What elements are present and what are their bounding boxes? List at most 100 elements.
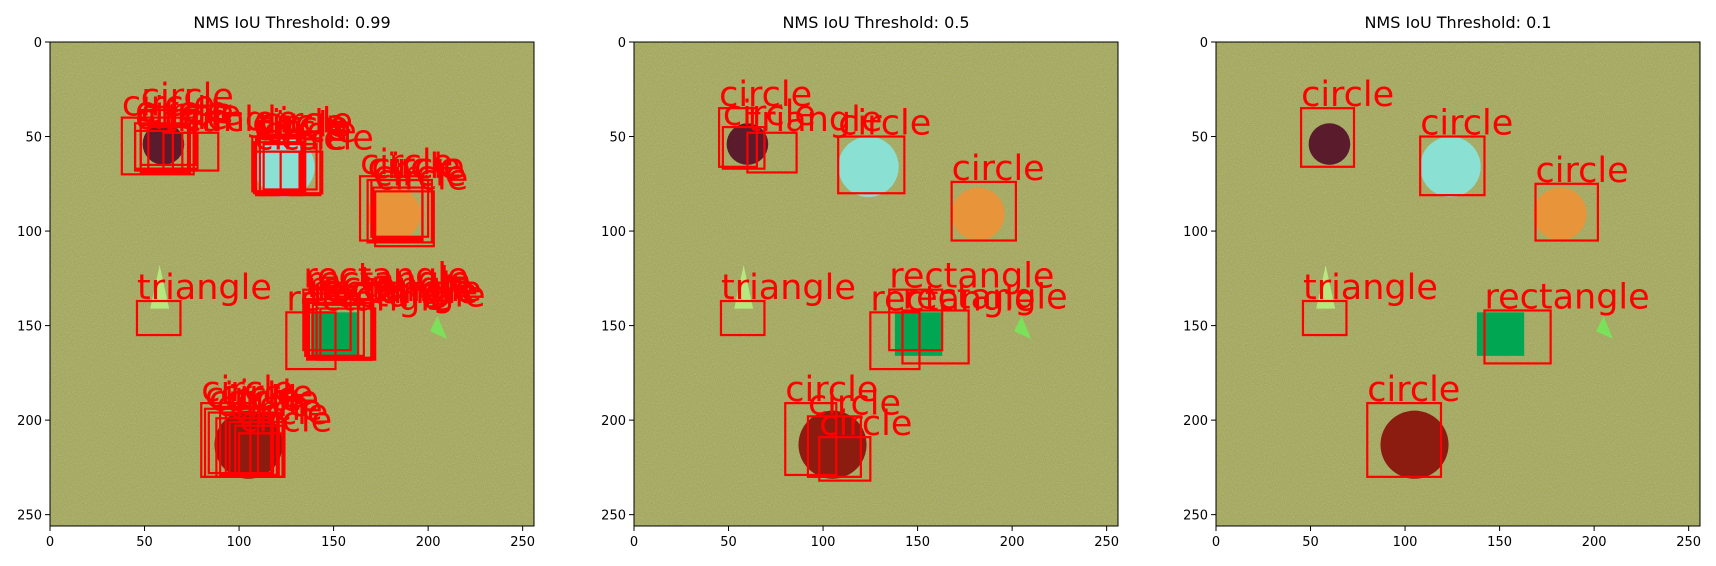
detection-label: circle	[239, 400, 332, 440]
detection-label: circle	[281, 119, 374, 159]
detection-box	[139, 108, 197, 166]
detection-label: circle	[256, 105, 349, 145]
detection-label: rectangle	[303, 257, 468, 297]
triangle-shape	[1596, 316, 1614, 339]
detection-label: circle	[216, 385, 309, 425]
triangle-shape	[430, 316, 448, 339]
x-tick-label: 0	[46, 535, 54, 550]
image-background	[634, 42, 1118, 526]
x-tick-label: 0	[1212, 535, 1220, 550]
y-tick-label: 200	[601, 414, 626, 429]
detection-label: circle	[201, 370, 294, 410]
y-tick-label: 150	[601, 320, 626, 335]
detection-label: rectangle	[313, 272, 478, 312]
x-tick-label: 100	[227, 535, 252, 550]
detection-box	[219, 405, 278, 477]
x-tick-label: 100	[811, 535, 836, 550]
x-tick-label: 0	[630, 535, 638, 550]
detection-box	[374, 190, 435, 248]
y-tick-label: 0	[618, 36, 626, 51]
y-tick-label: 100	[601, 225, 626, 240]
y-tick-label: 100	[1183, 225, 1208, 240]
y-tick-label: 50	[1191, 131, 1208, 146]
detection-box	[311, 303, 365, 357]
detection-label: circle	[264, 111, 357, 151]
detection-box	[181, 131, 220, 172]
detection-label: circle	[719, 75, 812, 115]
x-tick-label: 100	[1393, 535, 1418, 550]
panel-title: NMS IoU Threshold: 0.99	[193, 13, 390, 32]
detection-label: circle	[252, 104, 345, 144]
panel-title: NMS IoU Threshold: 0.1	[1364, 13, 1551, 32]
detection-label: circle	[373, 155, 466, 195]
detection-label: circle	[230, 389, 323, 429]
detection-box	[901, 309, 970, 365]
detection-box	[285, 311, 337, 371]
y-tick-label: 250	[601, 509, 626, 524]
detection-label: rectangle	[1484, 277, 1649, 317]
image-background	[1216, 42, 1700, 526]
triangle-shape	[150, 265, 170, 309]
detection-label: circle	[141, 77, 234, 117]
image-area: circlecirclecirclecirclecirclecircletria…	[50, 42, 534, 526]
x-tick-label: 200	[1000, 535, 1025, 550]
detection-box	[162, 131, 199, 170]
x-tick-label: 50	[720, 535, 737, 550]
detection-label: rectangle	[902, 277, 1067, 317]
detection-label: rectangle	[870, 279, 1035, 319]
x-tick-label: 250	[1676, 535, 1701, 550]
detection-label: triangle	[1303, 268, 1438, 308]
detection-box	[950, 180, 1018, 242]
axes-frame	[49, 41, 535, 527]
detection-label: circle	[1420, 104, 1513, 144]
x-tick-label: 250	[510, 535, 535, 550]
y-tick-label: 100	[17, 225, 42, 240]
detection-box	[837, 135, 906, 195]
x-tick-label: 250	[1094, 535, 1119, 550]
panel-title: NMS IoU Threshold: 0.5	[782, 13, 969, 32]
detection-label: circle	[360, 143, 453, 183]
detection-box	[721, 125, 766, 170]
detection-label: rectangle	[307, 266, 472, 306]
detection-label: circle	[371, 147, 464, 187]
detection-label: circle	[819, 404, 912, 444]
panel-1: NMS IoU Threshold: 0.99circlecirclecircl…	[17, 13, 535, 550]
circle-shape	[1533, 187, 1587, 241]
detection-label: triangle	[721, 268, 856, 308]
detection-label: circle	[952, 149, 1045, 189]
y-tick-label: 0	[1200, 36, 1208, 51]
axes-frame	[633, 41, 1119, 527]
triangle-shape	[1014, 316, 1032, 339]
x-tick-label: 150	[1487, 535, 1512, 550]
detection-label: circle	[1367, 370, 1460, 410]
y-tick-label: 150	[1183, 320, 1208, 335]
detection-label: circle	[182, 100, 275, 140]
detection-label: rectangle	[286, 279, 451, 319]
detection-box	[262, 142, 318, 191]
detection-box	[1483, 309, 1552, 365]
detection-box	[253, 150, 301, 195]
detection-box	[370, 178, 430, 238]
detection-label: circle	[135, 98, 228, 138]
detection-box	[717, 107, 758, 168]
image-area: circle circle circle triangle rectangle circl…	[1216, 42, 1700, 526]
detection-label: circle	[1301, 75, 1394, 115]
detection-label: triangle	[137, 268, 272, 308]
detection-label: circle	[808, 383, 901, 423]
detection-box	[279, 150, 324, 195]
y-tick-label: 50	[25, 131, 42, 146]
detection-box	[258, 133, 303, 197]
circle-shape	[798, 410, 867, 479]
detection-label: circle	[220, 374, 313, 414]
detection-label: circle	[148, 94, 241, 134]
detection-box	[818, 436, 872, 482]
detection-box	[719, 299, 766, 337]
x-tick-label: 200	[1582, 535, 1607, 550]
circle-shape	[214, 410, 283, 479]
detection-label: circle	[226, 380, 319, 420]
detection-label: circle	[785, 370, 878, 410]
detection-label: rectangle	[889, 257, 1054, 297]
detection-box	[302, 288, 352, 352]
triangle-shape	[1316, 265, 1336, 309]
detection-label: rectangle	[317, 270, 482, 310]
